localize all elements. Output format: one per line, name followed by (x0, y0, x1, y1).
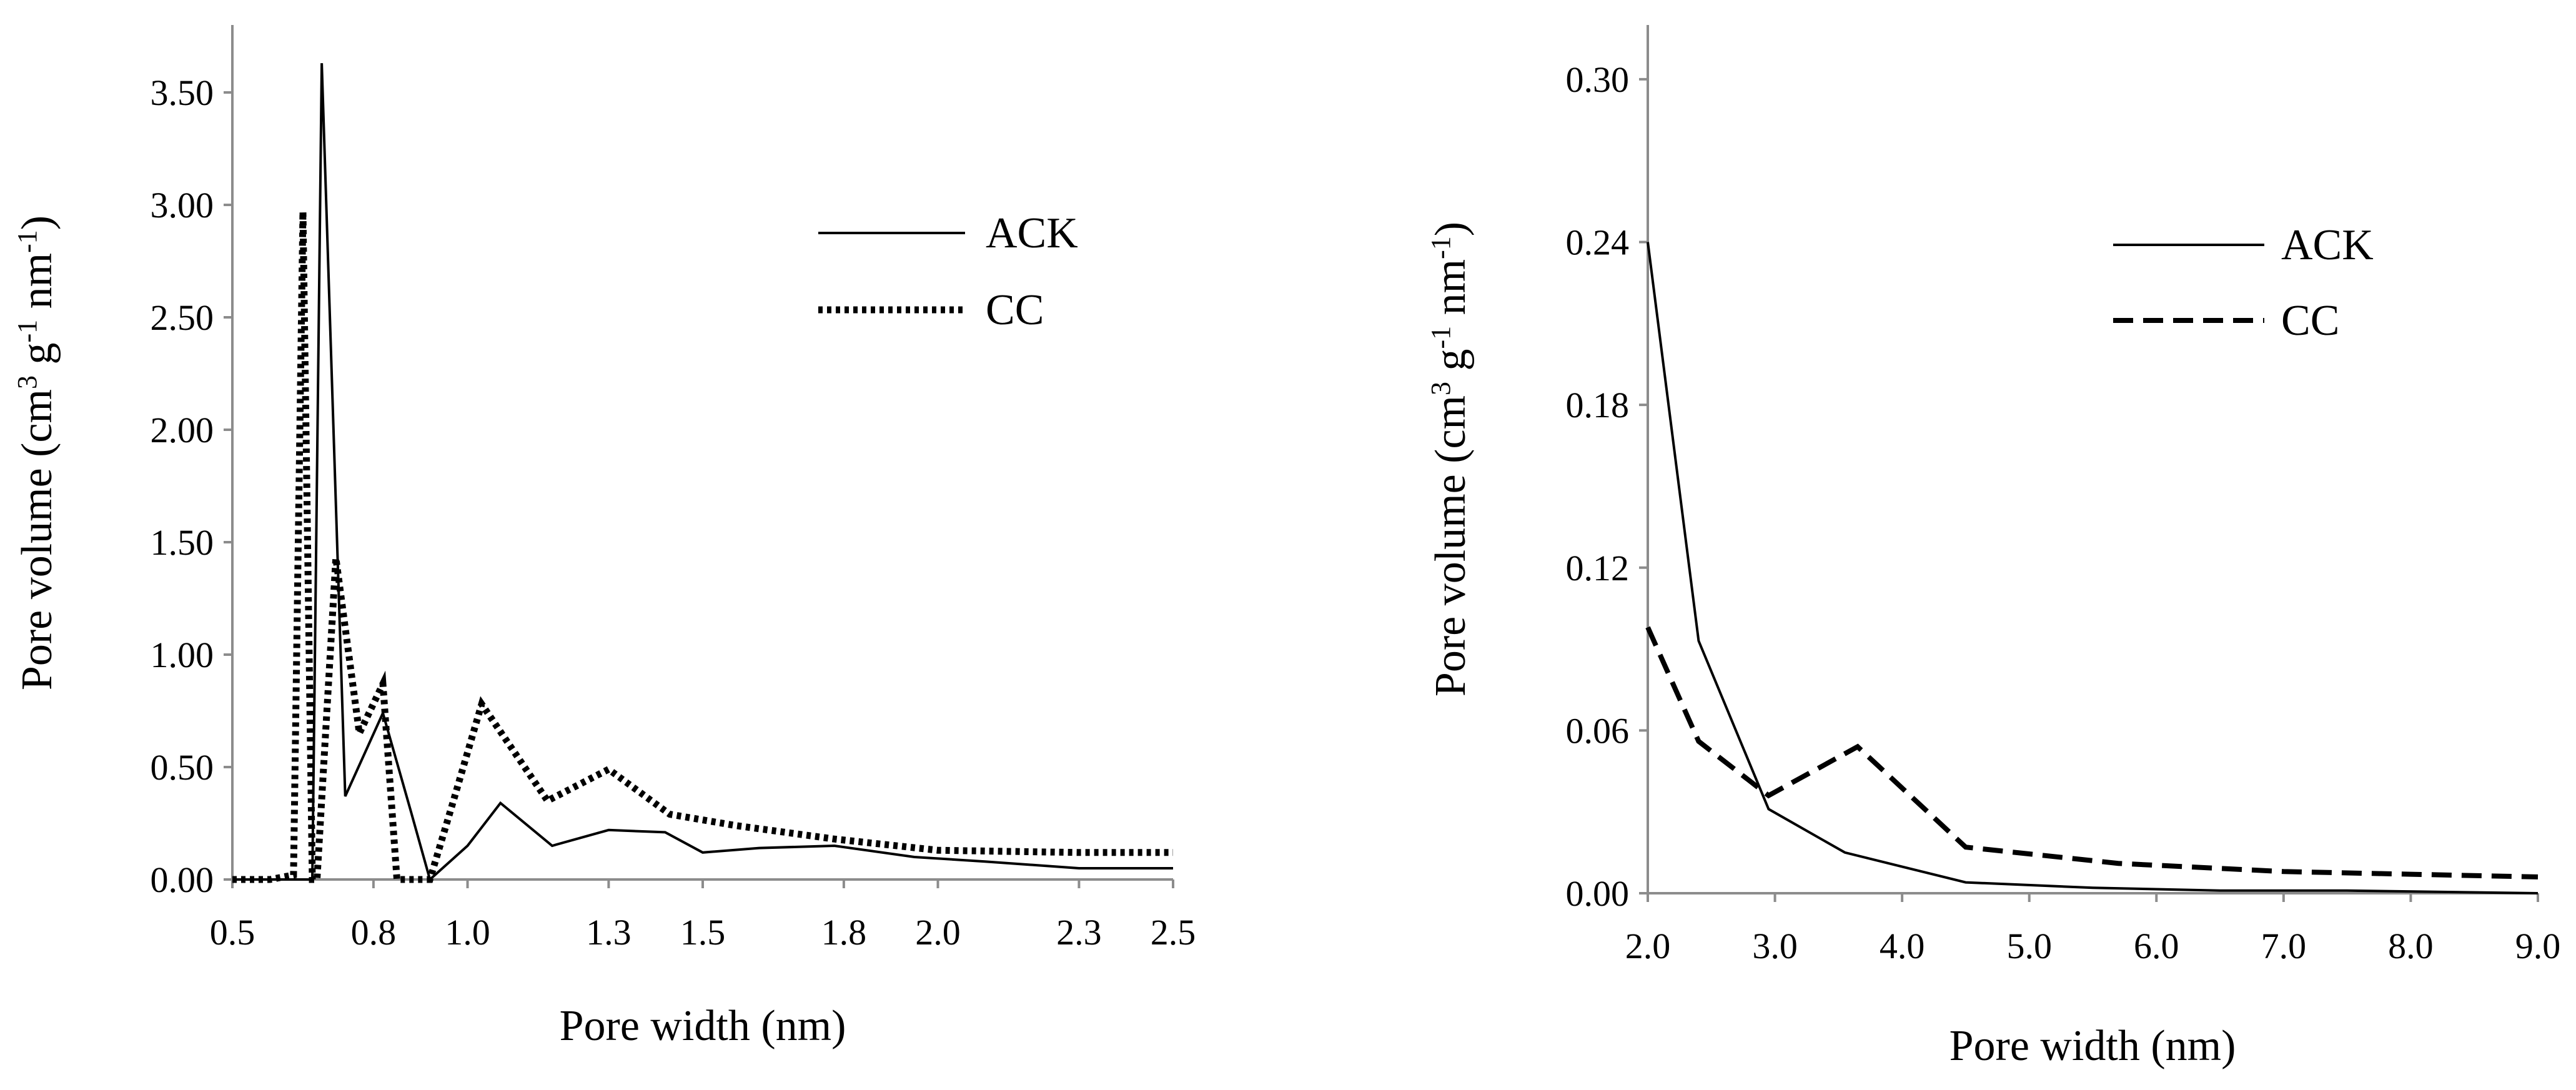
y-tick-label: 0.30 (1566, 59, 1630, 100)
series-lines (232, 63, 1173, 883)
series-line-cc (1645, 626, 2539, 879)
y-tick-label: 3.50 (151, 72, 214, 113)
y-label-sup-2: -1 (1425, 326, 1456, 349)
y-tick-label: 0.06 (1566, 710, 1630, 751)
y-label-sup-3: -1 (12, 230, 42, 253)
y-label-part-b: g (13, 342, 61, 375)
y-ticks: 0.00 0.06 0.12 0.18 0.24 0.30 (1566, 59, 1648, 914)
x-tick-label: 2.5 (1151, 912, 1196, 953)
y-tick-label: 0.18 (1566, 385, 1630, 425)
x-axis-label: Pore width (nm) (560, 1002, 846, 1050)
y-label-sup-2: -1 (12, 320, 42, 343)
y-label-part-c: nm (13, 253, 61, 320)
x-tick-label: 0.5 (210, 912, 255, 953)
x-axis-label: Pore width (nm) (1949, 1022, 2236, 1070)
x-tick-label: 1.0 (445, 912, 490, 953)
y-label-part-d: ) (13, 216, 61, 230)
y-label-part-a: Pore volume (cm (13, 389, 61, 690)
y-tick-label: 0.24 (1566, 222, 1630, 263)
y-tick-label: 0.12 (1566, 548, 1630, 588)
legend-label-cc: CC (2281, 297, 2339, 345)
y-tick-label: 0.00 (1566, 873, 1630, 914)
y-ticks: 0.00 0.50 1.00 1.50 2.00 2.50 3.00 3.50 (151, 72, 232, 900)
x-tick-label: 2.0 (915, 912, 961, 953)
y-tick-label: 0.00 (151, 860, 214, 900)
x-tick-label: 1.5 (680, 912, 726, 953)
x-tick-label: 7.0 (2261, 926, 2307, 966)
legend-label-cc: CC (986, 286, 1044, 334)
y-tick-label: 2.00 (151, 410, 214, 450)
y-label-part-b: g (1427, 349, 1475, 382)
x-tick-label: 8.0 (2388, 926, 2434, 966)
y-label-part-c: nm (1427, 259, 1475, 326)
y-tick-label: 0.50 (151, 747, 214, 788)
legend-label-ack: ACK (986, 209, 1078, 257)
y-axis-label: Pore volume (cm3 g-1 nm-1) (12, 216, 62, 690)
y-label-sup-1: 3 (1425, 382, 1456, 395)
x-tick-label: 0.8 (351, 912, 397, 953)
legend-label-ack: ACK (2281, 221, 2374, 269)
y-label-part-d: ) (1427, 222, 1475, 236)
legend: ACK CC (2113, 221, 2374, 345)
y-axis-label: Pore volume (cm3 g-1 nm-1) (1425, 222, 1475, 696)
series-line-ack (232, 63, 1173, 882)
x-tick-label: 2.3 (1056, 912, 1102, 953)
y-label-part-a: Pore volume (cm (1427, 395, 1475, 696)
x-tick-label: 2.0 (1625, 926, 1671, 966)
micropore-chart: 0.00 0.50 1.00 1.50 2.00 2.50 3.00 3.50 0.5 0.8 1… (12, 25, 1196, 1050)
y-tick-label: 2.50 (151, 297, 214, 338)
y-tick-label: 1.50 (151, 522, 214, 563)
series-lines (1645, 242, 2539, 894)
x-tick-label: 4.0 (1880, 926, 1925, 966)
x-ticks: 2.0 3.0 4.0 5.0 6.0 7.0 8.0 9.0 (1625, 893, 2561, 966)
y-label-sup-1: 3 (12, 375, 42, 389)
x-tick-label: 9.0 (2515, 926, 2561, 966)
series-line-cc (232, 211, 1173, 883)
x-tick-label: 1.3 (586, 912, 632, 953)
x-tick-label: 1.8 (821, 912, 867, 953)
y-label-sup-3: -1 (1425, 236, 1456, 259)
legend: ACK CC (818, 209, 1078, 334)
y-tick-label: 3.00 (151, 185, 214, 225)
x-tick-label: 6.0 (2134, 926, 2179, 966)
x-tick-label: 5.0 (2006, 926, 2052, 966)
y-tick-label: 1.00 (151, 635, 214, 675)
series-line-ack (1647, 242, 2539, 894)
x-ticks: 0.5 0.8 1.0 1.3 1.5 1.8 2.0 2.3 2.5 (210, 879, 1196, 953)
x-tick-label: 3.0 (1752, 926, 1798, 966)
mesopore-chart: 0.00 0.06 0.12 0.18 0.24 0.30 2.0 3.0 4.0 5.0 6.0… (1425, 25, 2561, 1070)
